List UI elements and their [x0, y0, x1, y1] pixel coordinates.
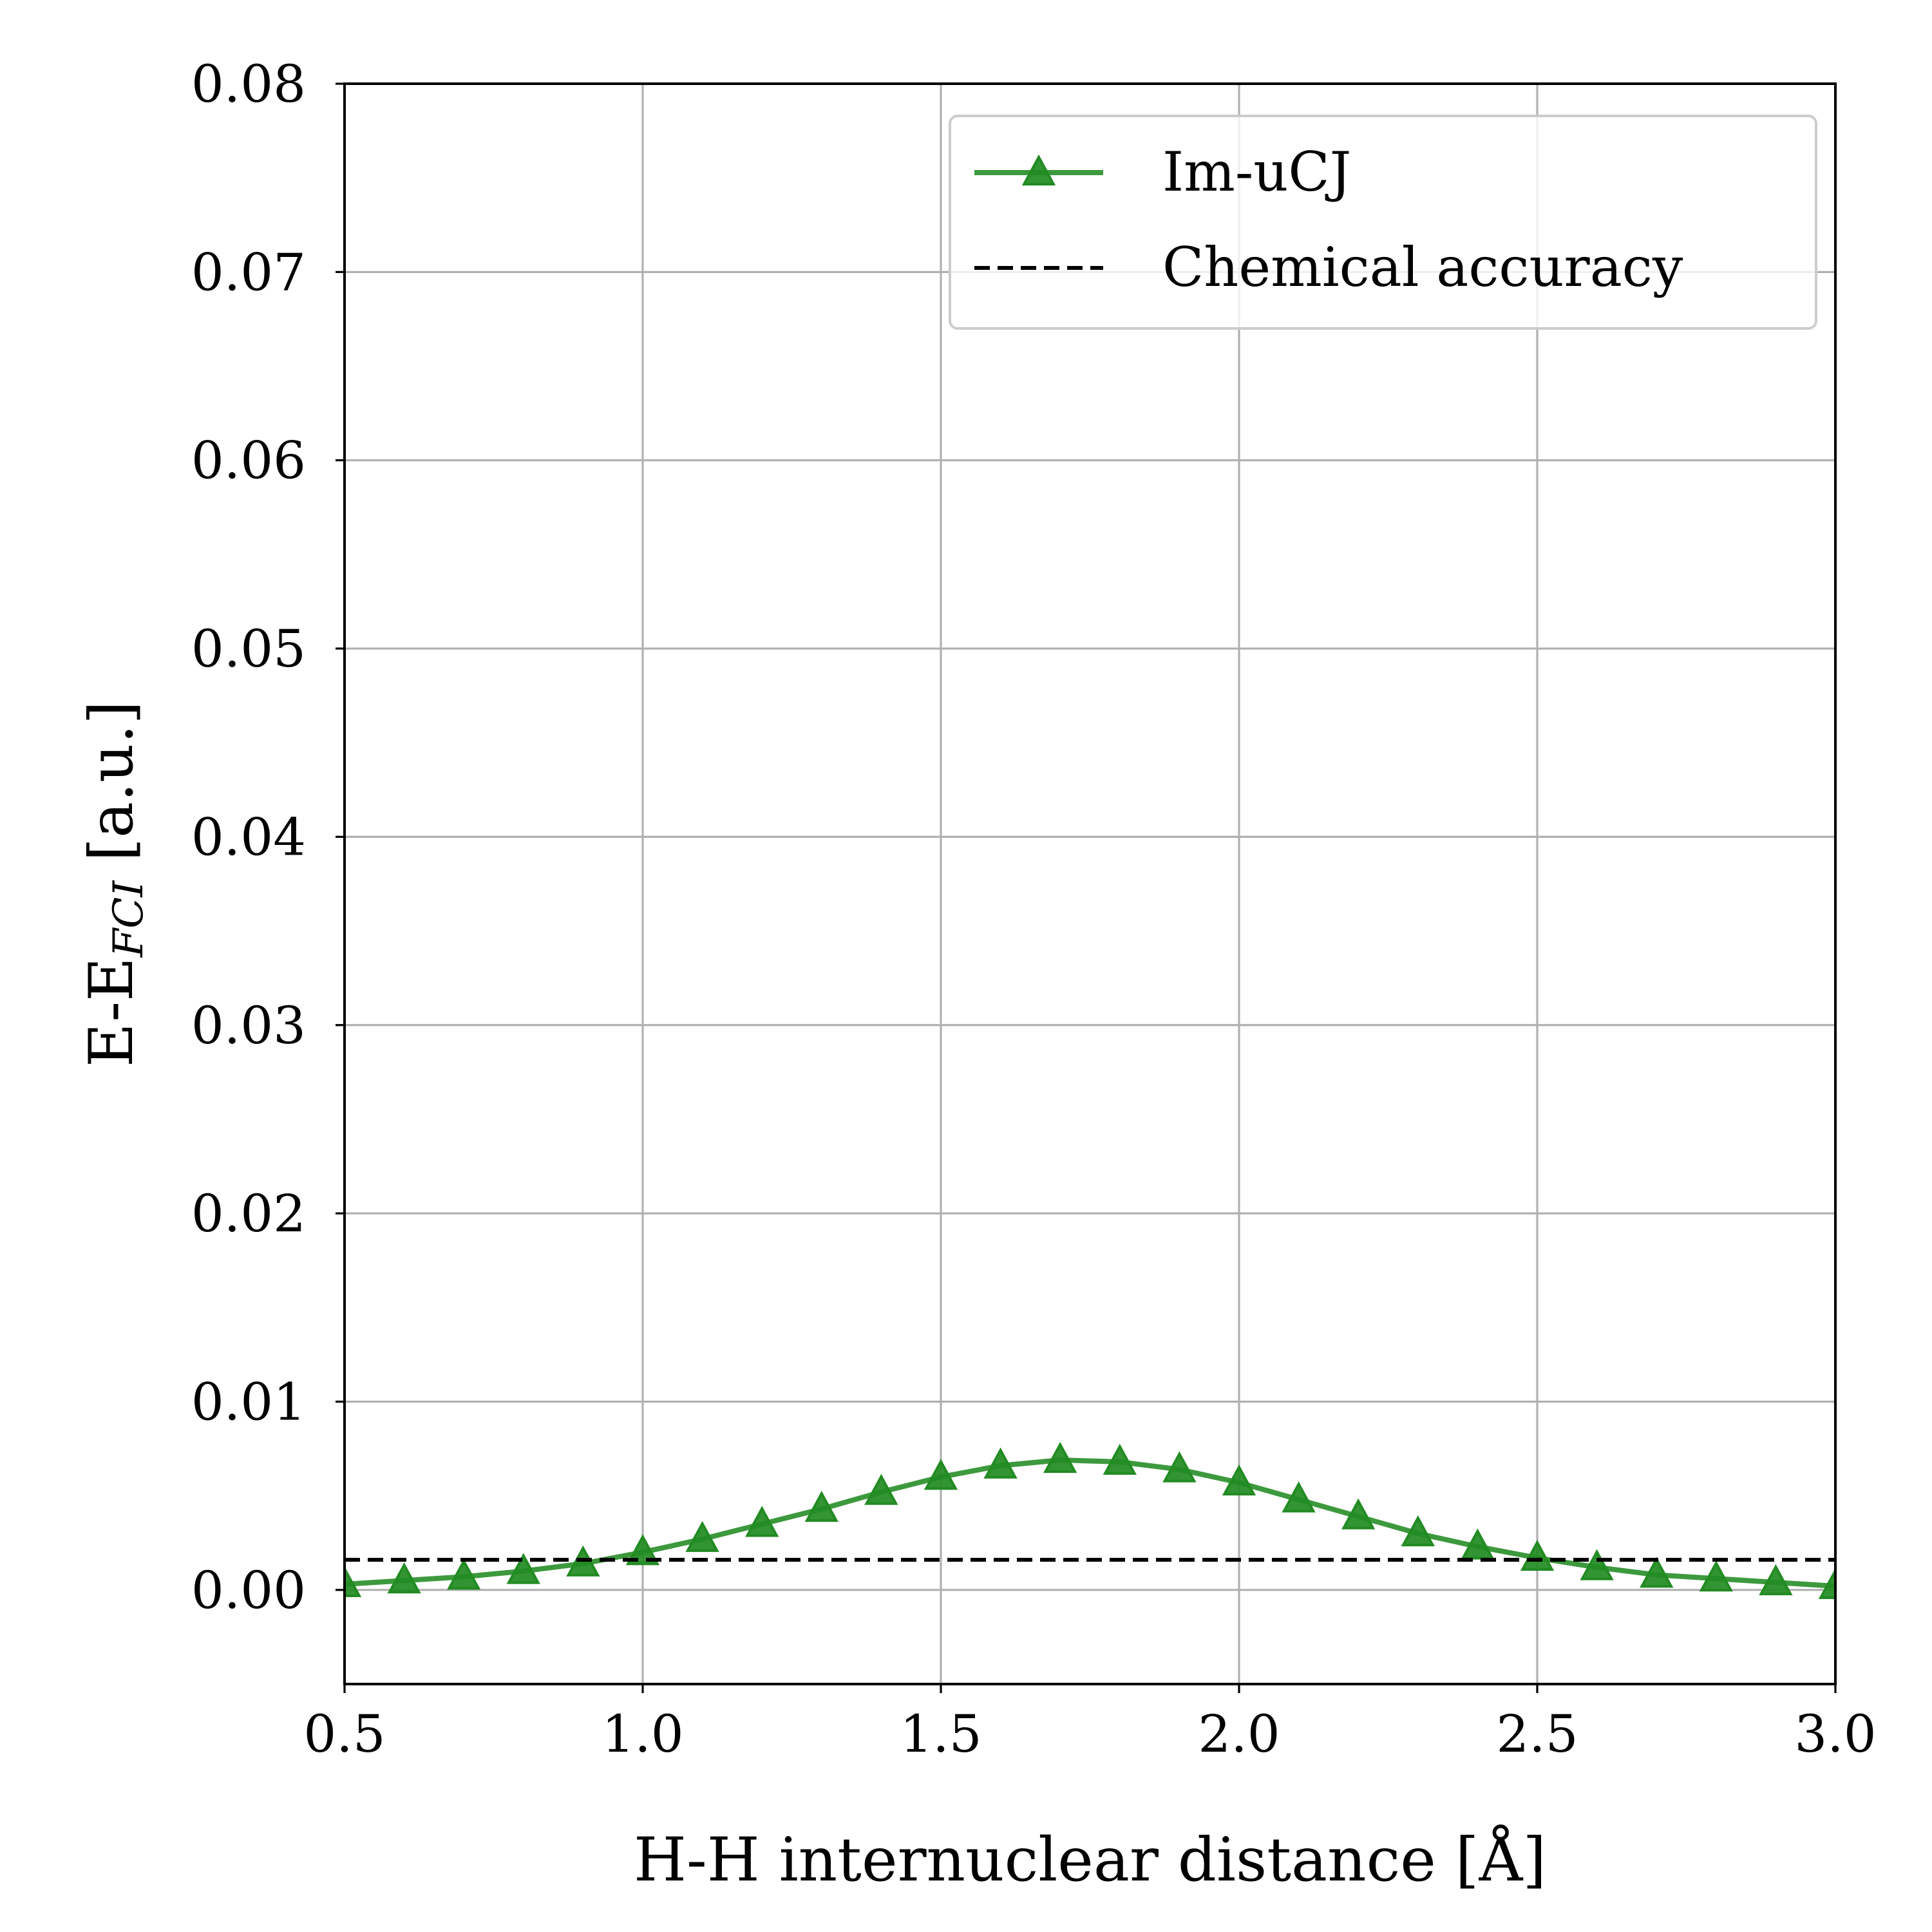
y-axis-label-unit: [a.u.] — [77, 701, 147, 881]
ticks: 0.5 1.0 1.5 2.0 2.5 3.0 0.00 0.01 0.02 0.03 0.04 0.… — [191, 54, 1877, 1764]
im-ucj-line — [345, 1457, 1835, 1589]
im-ucj-point — [1759, 1564, 1793, 1596]
x-tick-label: 2.5 — [1496, 1704, 1578, 1764]
im-ucj-point — [804, 1490, 838, 1522]
im-ucj-point — [923, 1459, 958, 1490]
plot-area — [345, 1441, 1835, 1599]
im-ucj-point — [1699, 1560, 1733, 1592]
x-tick-label: 1.5 — [900, 1704, 981, 1764]
y-tick-label: 0.01 — [191, 1372, 306, 1432]
legend-label: Im-uCJ — [1162, 140, 1351, 204]
im-ucj-point — [1222, 1464, 1256, 1496]
x-tick-label: 1.0 — [601, 1704, 683, 1764]
y-tick-label: 0.06 — [191, 431, 306, 491]
legend-entries: Im-uCJ Chemical accuracy — [974, 140, 1683, 299]
im-ucj-point — [387, 1562, 421, 1594]
axes-frame — [343, 82, 1837, 1685]
y-tick-label: 0.07 — [191, 242, 306, 302]
y-axis-label-main: E-E — [77, 957, 147, 1067]
im-ucj-point — [1640, 1557, 1674, 1588]
y-axis-label-subscript: FCI — [105, 880, 153, 958]
y-tick-label: 0.08 — [191, 54, 306, 114]
im-ucj-point — [1401, 1515, 1435, 1547]
im-ucj-point — [1341, 1498, 1376, 1530]
im-ucj-point — [1103, 1443, 1137, 1475]
legend-handle-im-ucj-marker — [1021, 154, 1056, 185]
x-axis-label: H-H internuclear distance [Å] — [634, 1824, 1546, 1895]
im-ucj-point — [345, 1566, 362, 1598]
im-ucj-point — [685, 1520, 719, 1552]
im-ucj-point — [1520, 1539, 1555, 1571]
y-tick-label: 0.05 — [191, 619, 306, 679]
y-tick-label: 0.03 — [191, 996, 306, 1056]
x-tick-label: 2.0 — [1198, 1704, 1280, 1764]
y-tick-label: 0.02 — [191, 1184, 306, 1244]
legend: Im-uCJ Chemical accuracy — [949, 115, 1817, 330]
y-axis-label: E-EFCI [a.u.] — [77, 701, 153, 1067]
x-tick-label: 0.5 — [303, 1704, 385, 1764]
legend-label: Chemical accuracy — [1162, 236, 1683, 299]
im-ucj-point — [864, 1473, 898, 1505]
y-tick-label: 0.04 — [191, 807, 306, 867]
im-ucj-point — [1282, 1481, 1316, 1513]
legend-box — [949, 115, 1817, 330]
im-ucj-point — [1162, 1451, 1197, 1482]
im-ucj-point — [745, 1506, 779, 1537]
im-ucj-point — [447, 1558, 481, 1590]
im-ucj-point — [1818, 1567, 1835, 1599]
im-ucj-point — [983, 1447, 1018, 1479]
y-tick-label: 0.00 — [191, 1560, 306, 1620]
im-ucj-point — [506, 1553, 540, 1584]
im-ucj-point — [1043, 1441, 1077, 1473]
im-ucj-point — [625, 1534, 660, 1566]
im-ucj-point — [1580, 1549, 1614, 1580]
x-tick-label: 3.0 — [1794, 1704, 1876, 1764]
im-ucj-point — [1461, 1528, 1495, 1560]
